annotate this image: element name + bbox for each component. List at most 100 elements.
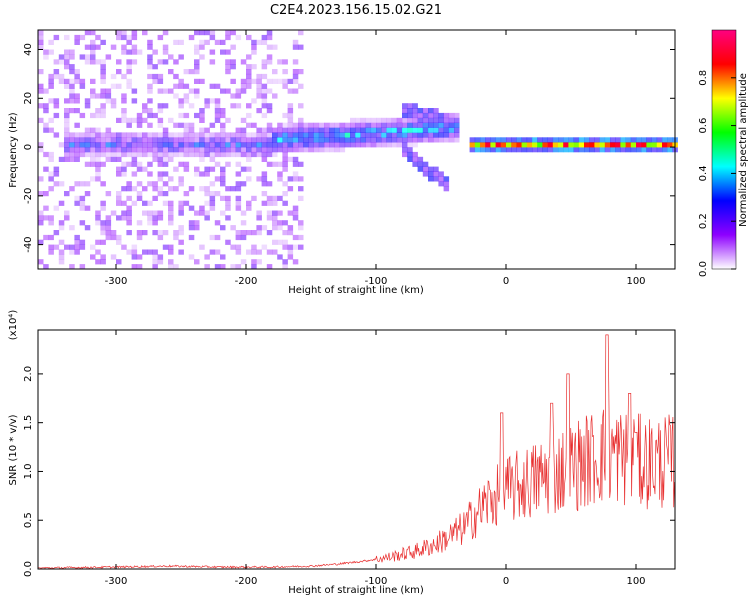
spectrogram-cell	[298, 132, 304, 138]
spectrogram-cell	[235, 195, 242, 201]
spectrogram-cell	[110, 254, 117, 260]
spectrogram-cell	[350, 137, 356, 143]
spectrogram-cell	[256, 210, 262, 216]
spectrogram-cell	[324, 142, 330, 148]
spectrogram-cell	[350, 117, 356, 123]
spectrogram-cell	[100, 161, 106, 167]
spectrogram-cell	[282, 239, 288, 245]
spectrogram-cell	[58, 259, 65, 265]
spectrogram-cell	[266, 249, 273, 255]
spectrogram-cell	[84, 103, 91, 109]
spectrogram-cell	[116, 234, 122, 241]
spectrogram-cell	[261, 176, 268, 182]
spectrogram-cell	[547, 142, 554, 148]
spectrogram-cell	[209, 132, 216, 138]
spectrogram-cell	[240, 234, 247, 241]
spectrogram-cell	[173, 73, 179, 80]
spectrogram-cell	[105, 147, 112, 153]
spectrogram-cell	[69, 93, 75, 99]
spectrogram-cell	[74, 34, 80, 41]
spectrogram-cell	[69, 142, 75, 148]
spectrogram-cell	[303, 142, 309, 148]
spectrogram-cell	[246, 151, 252, 158]
spectrogram-cell	[142, 151, 148, 158]
spectrogram-cell	[178, 54, 184, 60]
spectrogram-cell	[407, 151, 413, 158]
spectrogram-cell	[116, 239, 122, 245]
spectrogram-cell	[230, 93, 236, 99]
spectrogram-cell	[360, 127, 366, 133]
spectrogram-cell	[142, 230, 148, 236]
spectrogram-cell	[454, 112, 460, 119]
spectrogram-cell	[277, 59, 283, 65]
spectrogram-cell	[225, 64, 231, 70]
spectrogram-cell	[407, 122, 413, 128]
spectrogram-cell	[110, 156, 117, 162]
spectrogram-cell	[240, 181, 247, 187]
spectrogram-cell	[64, 108, 70, 114]
spectrogram-cell	[329, 142, 335, 148]
spectrogram-cell	[142, 147, 148, 153]
spectrogram-cell	[209, 205, 216, 211]
spectrogram-cell	[277, 195, 283, 201]
spectrogram-cell	[313, 127, 320, 133]
spectrogram-cell	[142, 137, 148, 143]
spectrogram-cell	[412, 103, 418, 109]
spectrogram-cell	[188, 103, 195, 109]
spectrogram-cell	[90, 59, 96, 65]
spectrogram-cell	[422, 112, 429, 119]
spectrogram-cell	[230, 225, 236, 231]
x-tick-label: 100	[626, 276, 645, 287]
spectrogram-cell	[412, 127, 418, 133]
spectrogram-cell	[110, 103, 117, 109]
spectrogram-cell	[173, 166, 179, 172]
spectrogram-cell	[261, 39, 268, 45]
spectrogram-cell	[126, 49, 132, 55]
spectrogram-cell	[58, 200, 65, 206]
spectrogram-cell	[646, 142, 652, 148]
spectrogram-cell	[43, 103, 49, 109]
spectrogram-cell	[110, 210, 117, 216]
spectrogram-cell	[194, 78, 200, 84]
spectrogram-cell	[199, 137, 205, 143]
spectrogram-cell	[277, 132, 283, 138]
spectrogram-cell	[282, 230, 288, 236]
spectrogram-cell	[116, 151, 122, 158]
spectrogram-cell	[324, 127, 330, 133]
spectrogram-cell	[199, 171, 205, 177]
spectrogram-cell	[168, 54, 174, 60]
spectrogram-cell	[620, 137, 626, 143]
x-tick-label: -300	[105, 276, 128, 287]
spectrogram-cell	[277, 147, 283, 153]
spectrogram-cell	[95, 151, 101, 158]
spectrogram-cell	[121, 108, 127, 114]
spectrogram-cell	[287, 88, 294, 94]
spectrogram-cell	[500, 147, 507, 153]
spectrogram-cell	[116, 259, 122, 265]
spectrogram-cell	[105, 215, 112, 221]
spectrogram-cell	[292, 142, 299, 148]
spectrogram-cell	[121, 132, 127, 138]
spectrogram-cell	[417, 122, 424, 128]
spectrogram-cell	[261, 191, 268, 197]
spectrogram-cell	[630, 142, 637, 148]
spectrogram-cell	[240, 137, 247, 143]
spectrogram-cell	[417, 127, 424, 133]
spectrogram-cell	[329, 137, 335, 143]
spectrogram-cell	[220, 132, 226, 138]
spectrogram-cell	[615, 142, 621, 148]
spectrogram-cell	[147, 122, 153, 128]
spectrogram-cell	[313, 147, 320, 153]
spectrogram-cell	[235, 186, 242, 192]
spectrogram-cell	[194, 30, 200, 36]
spectrogram-cell	[282, 122, 288, 128]
spectrogram-cell	[230, 59, 236, 65]
spectrogram-cell	[69, 186, 75, 192]
spectrogram-cell	[157, 254, 164, 260]
spectrogram-cell	[116, 166, 122, 172]
spectrogram-cell	[64, 34, 70, 41]
spectrogram-cell	[188, 225, 195, 231]
spectrogram-cell	[282, 181, 288, 187]
spectrogram-cell	[194, 220, 200, 226]
spectrogram-cell	[110, 151, 117, 158]
